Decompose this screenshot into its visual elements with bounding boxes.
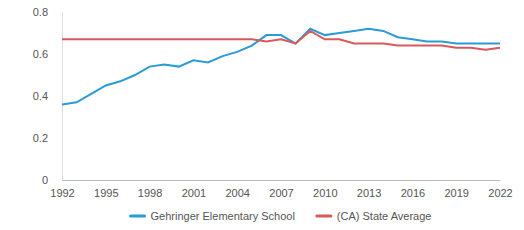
y-tick-label: 0 [42, 174, 48, 186]
x-tick-label: 2016 [401, 187, 425, 199]
x-tick: 1995 [94, 180, 118, 199]
chart: 0 0.2 0.4 0.6 0.8 1992 1995 1998 2001 2004 2007 201… [0, 0, 524, 230]
x-tick-label: 2022 [488, 187, 512, 199]
x-tick: 1992 [50, 180, 74, 199]
x-tick: 2007 [269, 180, 293, 199]
series-line [62, 31, 500, 50]
x-tick: 2004 [225, 180, 249, 199]
x-tick: 2019 [444, 180, 468, 199]
series-line [62, 29, 500, 105]
x-tick-label: 2013 [357, 187, 381, 199]
x-tick-label: 1992 [50, 187, 74, 199]
plot-area [62, 29, 500, 105]
y-tick: 0.8 [33, 6, 62, 18]
y-tick-label: 0.6 [33, 48, 48, 60]
x-tick: 2013 [357, 180, 381, 199]
legend-label: Gehringer Elementary School [151, 210, 295, 222]
x-tick: 2010 [313, 180, 337, 199]
x-tick-label: 2019 [444, 187, 468, 199]
y-tick-label: 0.2 [33, 132, 48, 144]
x-tick-label: 2004 [225, 187, 249, 199]
y-axis: 0 0.2 0.4 0.6 0.8 [33, 6, 63, 186]
x-tick-label: 2010 [313, 187, 337, 199]
y-axis-line [62, 13, 63, 181]
y-tick-label: 0.4 [33, 90, 48, 102]
x-axis-line [63, 180, 501, 181]
x-tick-label: 1998 [138, 187, 162, 199]
legend-item: Gehringer Elementary School [131, 210, 295, 222]
x-axis: 1992 1995 1998 2001 2004 2007 2010 2013 2016 2019… [50, 180, 512, 199]
x-tick: 2022 [488, 180, 512, 199]
x-tick: 2016 [401, 180, 425, 199]
x-tick-label: 2007 [269, 187, 293, 199]
y-tick: 0 [42, 174, 62, 186]
legend-swatch [131, 215, 145, 218]
legend: Gehringer Elementary School (CA) State Av… [131, 210, 432, 222]
legend-label: (CA) State Average [337, 210, 432, 222]
legend-swatch [317, 215, 331, 218]
legend-item: (CA) State Average [317, 210, 432, 222]
x-tick: 2001 [182, 180, 206, 199]
x-tick-label: 2001 [182, 187, 206, 199]
y-tick: 0.6 [33, 48, 62, 60]
y-tick: 0.2 [33, 132, 62, 144]
x-tick-label: 1995 [94, 187, 118, 199]
y-tick: 0.4 [33, 90, 62, 102]
x-tick: 1998 [138, 180, 162, 199]
y-tick-label: 0.8 [33, 6, 48, 18]
